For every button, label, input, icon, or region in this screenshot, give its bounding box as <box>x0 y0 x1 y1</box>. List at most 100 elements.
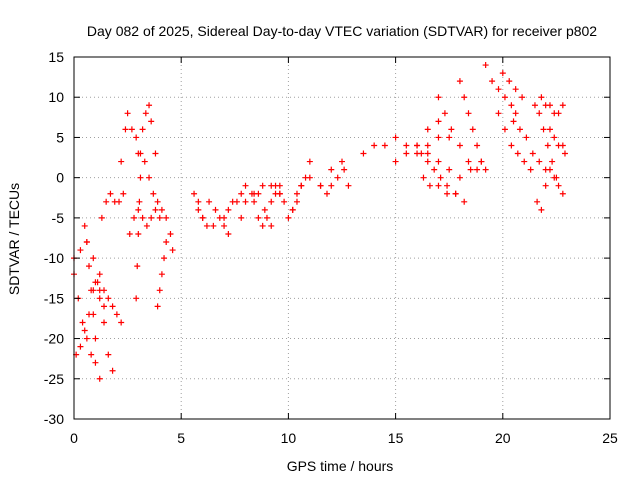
data-point-track-28 <box>456 142 463 149</box>
x-axis-label: GPS time / hours <box>287 458 394 474</box>
data-point-track-13 <box>158 206 165 213</box>
data-point-track-35 <box>546 126 553 133</box>
x-tick-label: 20 <box>495 430 511 446</box>
data-point-track-24 <box>403 150 410 157</box>
data-point-track-19 <box>276 190 283 197</box>
data-point-track-17 <box>261 206 268 213</box>
data-point-track-16 <box>233 198 240 205</box>
data-point-track-29 <box>465 110 472 117</box>
data-point-track-12 <box>135 230 142 237</box>
data-point-track-17 <box>242 198 249 205</box>
data-point-track-36 <box>551 174 558 181</box>
data-point-track-20 <box>289 206 296 213</box>
x-tick-label: 10 <box>281 430 297 446</box>
data-point-track-22 <box>334 174 341 181</box>
data-point-track-25 <box>444 182 451 189</box>
chart-title: Day 082 of 2025, Sidereal Day-to-day VTE… <box>87 23 597 39</box>
data-point-track-08 <box>118 158 125 165</box>
data-point-track-12 <box>133 295 140 302</box>
data-point-track-30 <box>495 86 502 93</box>
data-point-track-35 <box>559 142 566 149</box>
data-point-track-11 <box>169 247 176 254</box>
data-point-track-23 <box>424 142 431 149</box>
data-point-track-14 <box>225 230 232 237</box>
data-point-track-31 <box>527 166 534 173</box>
data-point-track-26 <box>426 182 433 189</box>
data-point-track-20 <box>293 198 300 205</box>
data-point-track-02 <box>90 255 97 262</box>
data-point-track-12 <box>136 198 143 205</box>
data-point-track-34 <box>546 102 553 109</box>
data-point-track-29 <box>456 78 463 85</box>
data-point-track-10 <box>131 214 138 221</box>
data-point-track-11 <box>163 239 170 246</box>
data-point-track-09 <box>152 150 159 157</box>
data-point-track-28 <box>441 110 448 117</box>
data-point-track-21 <box>306 174 313 181</box>
data-point-track-22 <box>345 182 352 189</box>
data-point-track-31 <box>501 126 508 133</box>
data-point-track-34 <box>559 102 566 109</box>
grid-lines <box>74 57 610 419</box>
data-point-track-02 <box>101 303 108 310</box>
data-point-track-07 <box>98 214 105 221</box>
data-point-track-06 <box>118 319 125 326</box>
data-point-track-26 <box>420 174 427 181</box>
data-point-track-29 <box>469 126 476 133</box>
x-tick-label: 25 <box>602 430 618 446</box>
data-point-track-10 <box>126 230 133 237</box>
data-point-track-20 <box>306 158 313 165</box>
data-point-track-28 <box>435 94 442 101</box>
x-tick-label: 15 <box>388 430 404 446</box>
x-tick-label: 5 <box>177 430 185 446</box>
data-point-track-14 <box>210 222 217 229</box>
data-point-track-16 <box>225 206 232 213</box>
data-point-track-25 <box>431 166 438 173</box>
data-point-track-09 <box>142 110 149 117</box>
data-point-track-28 <box>448 126 455 133</box>
data-point-track-10 <box>156 214 163 221</box>
data-point-track-07 <box>107 190 114 197</box>
data-point-track-36 <box>559 190 566 197</box>
data-point-track-04 <box>86 263 93 270</box>
data-point-track-06 <box>105 295 112 302</box>
data-point-track-30 <box>501 94 508 101</box>
data-point-track-31 <box>521 158 528 165</box>
data-point-track-36 <box>555 182 562 189</box>
data-points <box>71 62 568 382</box>
data-point-track-24 <box>424 126 431 133</box>
data-point-track-06 <box>109 303 116 310</box>
data-point-track-21 <box>339 158 345 165</box>
data-point-track-34 <box>555 110 562 117</box>
y-tick-label: -20 <box>44 331 64 347</box>
data-point-track-19 <box>293 190 300 197</box>
data-point-track-27 <box>446 166 453 173</box>
data-point-track-29 <box>461 94 468 101</box>
data-point-track-06 <box>113 311 120 318</box>
data-point-track-14 <box>203 222 210 229</box>
data-point-track-37 <box>519 94 526 101</box>
data-point-track-31 <box>508 142 515 149</box>
x-tick-label: 0 <box>70 430 78 446</box>
data-point-track-33 <box>540 126 547 133</box>
data-point-track-28 <box>474 166 481 173</box>
data-point-track-04 <box>88 287 95 294</box>
data-point-track-10 <box>152 206 159 213</box>
data-point-track-03 <box>77 343 84 350</box>
data-point-track-29 <box>474 142 481 149</box>
data-point-track-13 <box>154 198 161 205</box>
data-point-track-15 <box>195 206 202 213</box>
data-point-track-28 <box>465 158 472 165</box>
plot-frame <box>73 56 611 420</box>
data-point-track-25 <box>418 150 425 157</box>
data-point-track-11 <box>158 271 165 278</box>
data-point-track-35 <box>561 150 568 157</box>
data-point-track-33 <box>531 102 538 109</box>
data-point-track-23 <box>360 150 367 157</box>
data-point-track-24 <box>446 134 453 141</box>
data-point-track-05 <box>92 279 99 286</box>
data-point-track-07 <box>103 198 110 205</box>
data-point-track-25 <box>437 174 444 181</box>
data-point-track-08 <box>122 126 129 133</box>
